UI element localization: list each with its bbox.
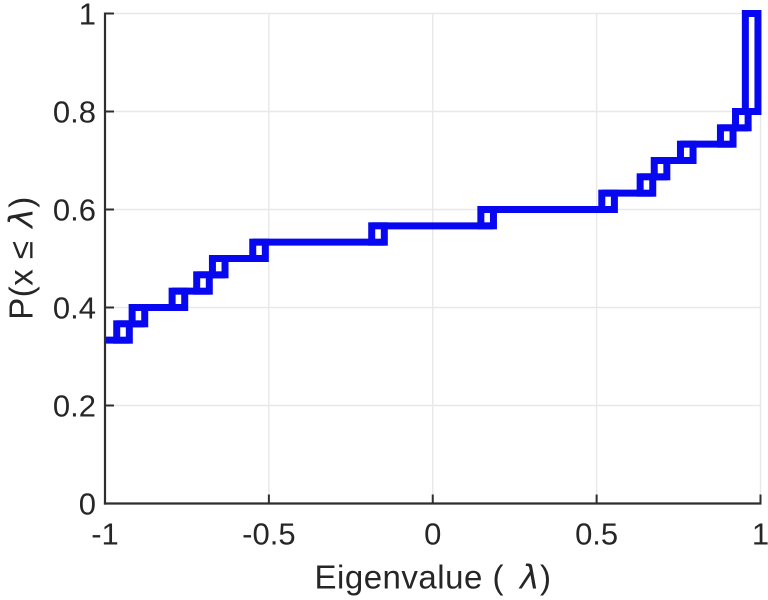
step-corner-marker — [128, 304, 149, 328]
step-corner-marker — [598, 189, 618, 213]
step-corner-marker — [249, 238, 269, 262]
x-axis-label-text: Eigenvalue ( — [314, 558, 504, 596]
y-tick-label: 0.8 — [53, 95, 96, 130]
step-corner-marker — [193, 271, 213, 295]
x-tick-label: 0.5 — [575, 517, 618, 552]
y-axis-label-close: ) — [2, 196, 40, 208]
y-tick-label: 0.2 — [53, 389, 96, 424]
x-axis-label: Eigenvalue ( λ) — [315, 558, 552, 597]
lambda-symbol: λ — [519, 557, 540, 597]
y-axis-label-text: P(x ≤ — [2, 230, 40, 320]
step-corner-marker — [716, 124, 737, 148]
x-tick-label: 0 — [424, 517, 441, 552]
y-tick-label: 0 — [79, 487, 96, 522]
step-corner-marker — [477, 206, 497, 230]
step-corner-marker — [650, 157, 671, 181]
x-tick-label: -1 — [91, 517, 119, 552]
step-corner-marker — [732, 108, 752, 132]
step-corner-marker — [208, 255, 229, 279]
x-tick-label: 1 — [752, 517, 768, 552]
y-tick-label: 1 — [79, 0, 96, 32]
y-axis-label: P(x ≤ λ) — [2, 196, 41, 319]
y-tick-label: 0.6 — [53, 193, 96, 228]
x-tick-label: -0.5 — [242, 517, 295, 552]
y-tick-label: 0.4 — [53, 291, 96, 326]
step-corner-marker — [368, 222, 388, 246]
cdf-jump-column-marker — [741, 10, 762, 115]
x-axis-label-close: ) — [539, 558, 552, 596]
ecdf-step-curve — [105, 108, 758, 344]
step-corner-marker — [168, 287, 189, 312]
step-corner-marker — [676, 140, 697, 164]
lambda-symbol: λ — [1, 207, 41, 228]
step-corner-marker — [113, 320, 133, 344]
step-corner-marker — [636, 173, 657, 197]
